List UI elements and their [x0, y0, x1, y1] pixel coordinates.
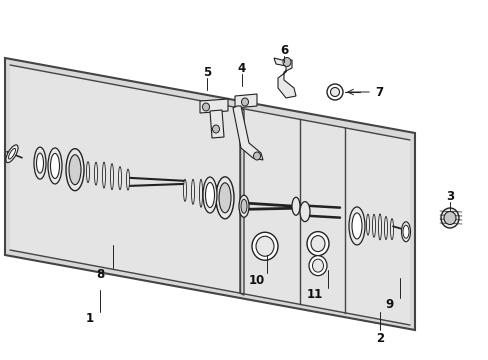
- Text: 8: 8: [96, 269, 104, 282]
- Ellipse shape: [251, 232, 278, 260]
- Polygon shape: [200, 99, 227, 113]
- Ellipse shape: [66, 149, 84, 191]
- Ellipse shape: [203, 177, 217, 213]
- Ellipse shape: [216, 177, 234, 219]
- Ellipse shape: [48, 148, 62, 184]
- Ellipse shape: [202, 103, 209, 111]
- Ellipse shape: [8, 148, 16, 159]
- Ellipse shape: [401, 222, 409, 242]
- Ellipse shape: [440, 208, 458, 228]
- Ellipse shape: [378, 214, 381, 240]
- Polygon shape: [209, 110, 224, 138]
- Ellipse shape: [351, 213, 361, 239]
- Text: 10: 10: [248, 274, 264, 287]
- Ellipse shape: [330, 87, 339, 96]
- Polygon shape: [235, 94, 257, 108]
- Text: 5: 5: [203, 66, 211, 78]
- Ellipse shape: [126, 169, 129, 190]
- Ellipse shape: [299, 202, 309, 222]
- Ellipse shape: [291, 197, 299, 215]
- Ellipse shape: [372, 214, 375, 237]
- Text: 1: 1: [86, 311, 94, 324]
- Ellipse shape: [102, 162, 105, 188]
- Ellipse shape: [326, 84, 342, 100]
- Ellipse shape: [253, 152, 260, 160]
- Ellipse shape: [199, 179, 202, 207]
- Ellipse shape: [390, 219, 393, 240]
- Ellipse shape: [94, 162, 97, 185]
- Ellipse shape: [402, 225, 408, 238]
- Ellipse shape: [118, 167, 121, 190]
- Ellipse shape: [183, 179, 186, 201]
- Ellipse shape: [283, 58, 290, 67]
- Ellipse shape: [205, 183, 214, 207]
- Ellipse shape: [241, 199, 246, 213]
- Ellipse shape: [69, 155, 81, 185]
- Text: 4: 4: [237, 62, 245, 75]
- Ellipse shape: [34, 147, 46, 179]
- Ellipse shape: [191, 179, 194, 204]
- Ellipse shape: [37, 153, 43, 173]
- Ellipse shape: [110, 164, 113, 190]
- Ellipse shape: [348, 207, 364, 245]
- Ellipse shape: [6, 145, 18, 163]
- Text: 2: 2: [375, 332, 383, 345]
- Ellipse shape: [384, 216, 386, 239]
- Ellipse shape: [86, 162, 89, 183]
- Polygon shape: [10, 65, 409, 325]
- Ellipse shape: [207, 182, 210, 207]
- Polygon shape: [5, 58, 414, 330]
- Polygon shape: [232, 106, 263, 160]
- Polygon shape: [240, 108, 244, 295]
- Ellipse shape: [239, 195, 248, 217]
- Ellipse shape: [306, 231, 328, 256]
- Text: 7: 7: [374, 86, 382, 99]
- Ellipse shape: [256, 236, 273, 256]
- Ellipse shape: [212, 125, 219, 133]
- Ellipse shape: [443, 212, 455, 225]
- Ellipse shape: [219, 183, 230, 213]
- Ellipse shape: [310, 236, 325, 252]
- Ellipse shape: [215, 185, 218, 207]
- Ellipse shape: [366, 214, 369, 235]
- Ellipse shape: [308, 256, 326, 276]
- Ellipse shape: [50, 153, 60, 179]
- Polygon shape: [273, 58, 295, 98]
- Text: 3: 3: [445, 189, 453, 202]
- Text: 9: 9: [385, 298, 393, 311]
- Ellipse shape: [241, 98, 248, 106]
- Ellipse shape: [312, 259, 323, 272]
- Text: 6: 6: [279, 44, 287, 57]
- Text: 11: 11: [306, 288, 323, 302]
